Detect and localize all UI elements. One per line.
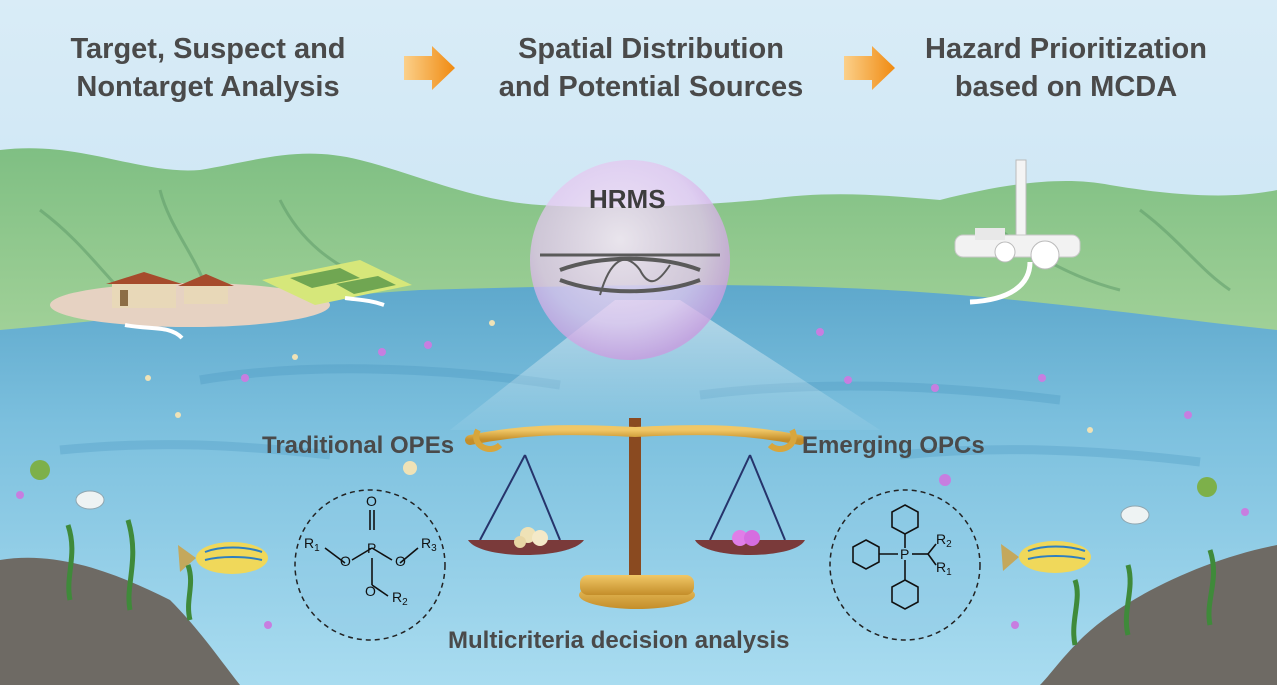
chem-atom-o: O bbox=[366, 493, 377, 509]
daphnia-icon bbox=[1120, 505, 1150, 525]
daphnia-icon bbox=[75, 490, 105, 510]
fish-icon bbox=[1001, 541, 1091, 573]
house-icon bbox=[178, 274, 234, 304]
chem-atom-p: P bbox=[367, 540, 376, 556]
chem-group-r3: R3 bbox=[421, 535, 437, 554]
hrms-label: HRMS bbox=[589, 184, 666, 214]
chem-atom-p: P bbox=[900, 546, 909, 562]
step-target-suspect-nontarget: Target, Suspect and Nontarget Analysis bbox=[8, 30, 408, 106]
riverbed-right bbox=[1040, 545, 1277, 685]
emerging-opcs-label: Emerging OPCs bbox=[802, 432, 985, 459]
balance-scale bbox=[465, 418, 805, 609]
step-line: Target, Suspect and bbox=[70, 33, 346, 65]
chem-group-r1: R1 bbox=[936, 559, 952, 578]
algae-icon bbox=[30, 460, 50, 480]
chem-atom-o: O bbox=[340, 553, 351, 569]
factory-icon bbox=[954, 159, 1081, 270]
fish-icon bbox=[178, 542, 268, 574]
house-icon bbox=[106, 272, 182, 308]
riverbed-left bbox=[0, 557, 240, 685]
step-line: based on MCDA bbox=[954, 71, 1178, 103]
algae-icon bbox=[1197, 477, 1217, 497]
step-line: Spatial Distribution bbox=[518, 33, 784, 65]
light-beam bbox=[450, 300, 880, 430]
pollutant-particles bbox=[16, 320, 1249, 629]
step-hazard-prioritization: Hazard Prioritization based on MCDA bbox=[866, 30, 1266, 106]
step-line: and Potential Sources bbox=[498, 71, 804, 103]
step-line: Hazard Prioritization bbox=[925, 33, 1207, 65]
step-spatial-distribution: Spatial Distribution and Potential Sourc… bbox=[451, 30, 851, 106]
triphenyl-structure bbox=[852, 504, 937, 610]
seaweed-icon bbox=[65, 519, 1216, 646]
chem-group-r2: R2 bbox=[936, 531, 952, 550]
arrow-right-icon bbox=[404, 46, 455, 90]
chem-group-r1: R1 bbox=[304, 535, 320, 554]
structure-lens-left bbox=[294, 489, 446, 641]
mcda-label: Multicriteria decision analysis bbox=[448, 627, 790, 654]
phosphate-ester-structure bbox=[324, 510, 419, 597]
traditional-opes-label: Traditional OPEs bbox=[262, 432, 455, 459]
chem-atom-o: O bbox=[365, 583, 376, 599]
arrow-right-icon bbox=[844, 46, 895, 90]
chem-atom-o: O bbox=[395, 553, 406, 569]
chem-group-r2: R2 bbox=[392, 589, 408, 608]
step-line: Nontarget Analysis bbox=[76, 71, 340, 103]
